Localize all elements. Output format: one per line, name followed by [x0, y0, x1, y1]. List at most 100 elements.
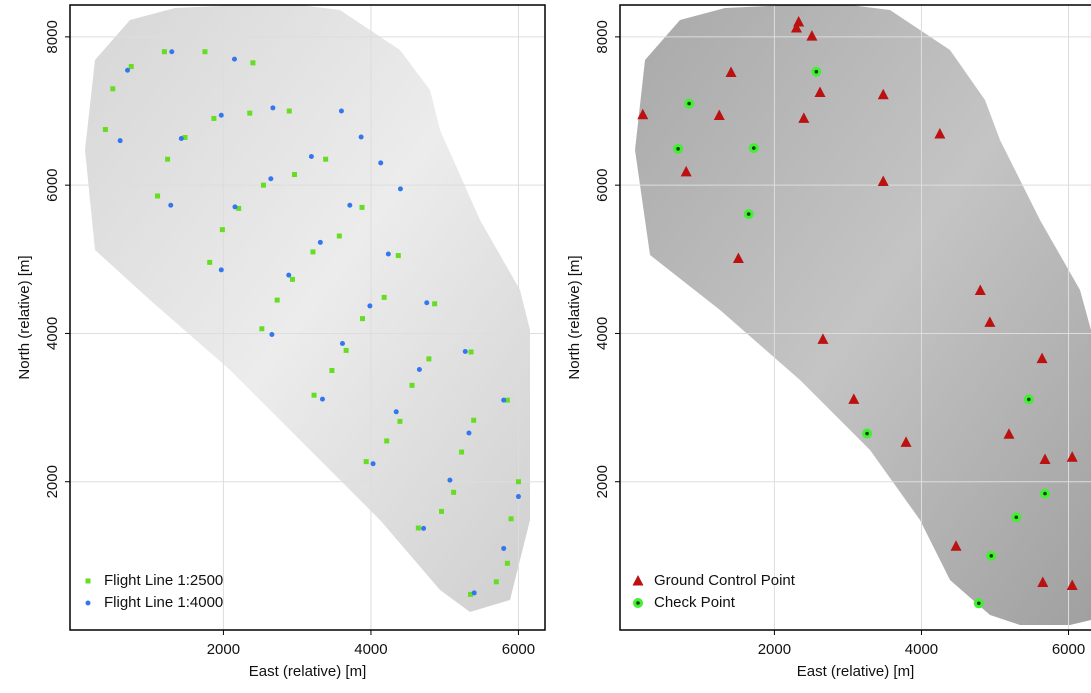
point [398, 186, 403, 191]
point [275, 298, 280, 303]
y-tick-label: 8000 [44, 20, 61, 53]
point [292, 172, 297, 177]
point-center [1043, 492, 1047, 496]
point [505, 561, 510, 566]
y-tick-label: 8000 [594, 20, 611, 53]
point [360, 205, 365, 210]
point [165, 157, 170, 162]
x-tick-label: 6000 [1052, 641, 1085, 658]
legend-entry: Flight Line 1:4000 [86, 594, 224, 611]
point [110, 86, 115, 91]
point [269, 332, 274, 337]
y-tick-label: 6000 [594, 168, 611, 201]
point [290, 277, 295, 282]
point [684, 99, 694, 109]
point [862, 429, 872, 439]
point-center [865, 432, 869, 436]
point [744, 209, 754, 219]
point [268, 176, 273, 181]
point [749, 143, 759, 153]
point [426, 356, 431, 361]
point [811, 67, 821, 77]
point [394, 409, 399, 414]
point [384, 438, 389, 443]
x-tick-label: 2000 [758, 641, 791, 658]
point [261, 183, 266, 188]
point [103, 127, 108, 132]
legend-swatch [633, 598, 643, 608]
point-center [752, 146, 756, 150]
legend-label: Flight Line 1:4000 [104, 594, 223, 611]
legend-entry: Flight Line 1:2500 [86, 572, 224, 589]
legend-label: Flight Line 1:2500 [104, 572, 223, 589]
point [424, 300, 429, 305]
point [378, 160, 383, 165]
x-tick-label: 6000 [502, 641, 535, 658]
point [270, 105, 275, 110]
point [382, 295, 387, 300]
point [219, 113, 224, 118]
point [509, 516, 514, 521]
point [451, 490, 456, 495]
point [247, 111, 252, 116]
point [386, 252, 391, 257]
point [232, 204, 237, 209]
point [220, 227, 225, 232]
point [417, 367, 422, 372]
point [129, 64, 134, 69]
y-axis-label: North (relative) [m] [16, 255, 33, 379]
legend-label: Check Point [654, 594, 736, 611]
legend-swatch [86, 579, 91, 584]
point [359, 134, 364, 139]
point [501, 546, 506, 551]
point [125, 68, 130, 73]
y-tick-label: 4000 [44, 317, 61, 350]
point [501, 398, 506, 403]
point [367, 303, 372, 308]
point [1011, 512, 1021, 522]
point [168, 203, 173, 208]
x-axis-label: East (relative) [m] [249, 663, 367, 680]
legend-label: Ground Control Point [654, 572, 796, 589]
y-tick-label: 6000 [44, 168, 61, 201]
point [469, 349, 474, 354]
point [118, 138, 123, 143]
point [329, 368, 334, 373]
point [447, 478, 452, 483]
y-axis-label: North (relative) [m] [566, 255, 583, 379]
point [472, 590, 477, 595]
point [463, 349, 468, 354]
point [673, 144, 683, 154]
point [323, 157, 328, 162]
point [396, 253, 401, 258]
point [250, 60, 255, 65]
point [287, 109, 292, 114]
x-tick-label: 4000 [905, 641, 938, 658]
chart: 2000 4000 6000 2000 4000 6000 8000 East (relati… [0, 0, 1091, 693]
point [340, 341, 345, 346]
point [320, 397, 325, 402]
point [310, 249, 315, 254]
y-tick-label: 2000 [594, 465, 611, 498]
point [202, 49, 207, 54]
point [337, 234, 342, 239]
point-center [676, 147, 680, 151]
page: {"chart_data": [ {"type": "scatter", "xl… [0, 0, 1091, 693]
x-tick-label: 4000 [354, 641, 387, 658]
point [471, 418, 476, 423]
point [318, 240, 323, 245]
point [339, 109, 344, 114]
point [211, 116, 216, 121]
point [516, 479, 521, 484]
point [1024, 394, 1034, 404]
point-center [815, 70, 819, 74]
point-center [687, 102, 691, 106]
point [344, 348, 349, 353]
point [219, 267, 224, 272]
point-center [990, 554, 994, 558]
point-center [1015, 516, 1019, 520]
point [169, 49, 174, 54]
point [155, 193, 160, 198]
point [459, 450, 464, 455]
point [312, 393, 317, 398]
